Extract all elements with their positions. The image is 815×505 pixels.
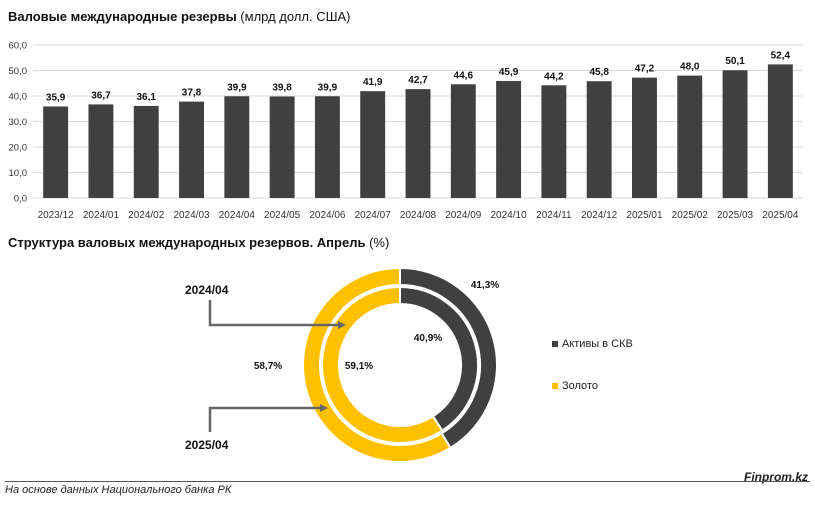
bar bbox=[269, 96, 295, 198]
legend-swatch-gold bbox=[552, 383, 558, 389]
x-tick-label: 2024/02 bbox=[128, 210, 165, 221]
bar bbox=[450, 84, 476, 198]
slice-value-label: 40,9% bbox=[414, 333, 442, 344]
x-tick-label: 2025/01 bbox=[626, 210, 663, 221]
x-tick-label: 2023/12 bbox=[38, 210, 75, 221]
bar bbox=[632, 77, 657, 198]
callout-arrow-inner bbox=[320, 404, 328, 412]
brand-logo-text: Finprom.kz bbox=[743, 470, 808, 484]
callout-line-outer bbox=[208, 300, 340, 327]
x-tick-label: 2024/09 bbox=[445, 210, 482, 221]
bar bbox=[767, 64, 793, 198]
x-tick-label: 2024/03 bbox=[173, 210, 210, 221]
bar-value-label: 45,8 bbox=[589, 67, 609, 78]
bar-value-label: 36,1 bbox=[137, 92, 157, 103]
bar bbox=[677, 75, 703, 198]
legend-label-fx: Активы в СКВ bbox=[562, 338, 633, 350]
bar-value-label: 44,2 bbox=[544, 71, 564, 82]
bar bbox=[88, 104, 114, 198]
slice-value-label: 41,3% bbox=[471, 280, 499, 291]
bar-chart-title: Валовые международные резервы (млрд долл… bbox=[8, 9, 351, 24]
slice-value-label: 59,1% bbox=[345, 361, 373, 372]
bar bbox=[496, 80, 522, 198]
bar-value-label: 41,9 bbox=[363, 77, 383, 88]
y-tick-label: 30,0 bbox=[9, 117, 28, 128]
donut-chart-title-unit: (%) bbox=[365, 235, 390, 250]
bar bbox=[133, 105, 159, 198]
bar-chart-title-unit: (млрд долл. США) bbox=[236, 9, 351, 24]
x-tick-label: 2024/04 bbox=[219, 210, 256, 221]
y-tick-label: 0,0 bbox=[14, 194, 27, 205]
y-tick-label: 60,0 bbox=[9, 41, 28, 52]
bar-value-label: 39,9 bbox=[227, 82, 247, 93]
bar bbox=[586, 81, 612, 198]
y-tick-label: 40,0 bbox=[9, 92, 28, 103]
legend-swatch-fx bbox=[552, 341, 558, 347]
x-tick-label: 2024/08 bbox=[400, 210, 437, 221]
callout-label-outer: 2024/04 bbox=[185, 283, 229, 297]
x-tick-label: 2025/02 bbox=[672, 210, 709, 221]
bar-value-label: 39,9 bbox=[318, 82, 338, 93]
bar bbox=[314, 96, 340, 198]
bar bbox=[541, 85, 567, 198]
callout-label-inner: 2025/04 bbox=[185, 438, 229, 452]
bar-value-label: 44,6 bbox=[454, 70, 474, 81]
x-tick-label: 2024/07 bbox=[355, 210, 392, 221]
bar bbox=[179, 101, 204, 198]
x-tick-label: 2025/04 bbox=[762, 210, 799, 221]
x-tick-label: 2024/05 bbox=[264, 210, 301, 221]
callout-line-inner bbox=[208, 406, 322, 432]
legend-item-fx: Активы в СКВ bbox=[552, 338, 633, 350]
bar-value-label: 45,9 bbox=[499, 67, 519, 78]
bar-value-label: 39,8 bbox=[272, 83, 292, 94]
y-tick-label: 10,0 bbox=[9, 168, 28, 179]
bar-value-label: 37,8 bbox=[182, 88, 202, 99]
legend-label-gold: Золото bbox=[562, 380, 598, 392]
x-tick-label: 2024/06 bbox=[309, 210, 346, 221]
legend-item-gold: Золото bbox=[552, 380, 598, 392]
bar bbox=[43, 106, 69, 198]
y-tick-label: 20,0 bbox=[9, 143, 28, 154]
source-note: На основе данных Национального банка РК bbox=[5, 484, 232, 496]
donut-chart-title: Структура валовых международных резервов… bbox=[8, 235, 389, 250]
x-tick-label: 2024/11 bbox=[536, 210, 572, 221]
bar-value-label: 50,1 bbox=[725, 56, 745, 67]
outer-ring-slice-gold bbox=[302, 266, 452, 463]
bar-value-label: 42,7 bbox=[408, 75, 428, 86]
bar bbox=[224, 96, 250, 198]
bar-value-label: 52,4 bbox=[771, 50, 791, 61]
x-tick-label: 2024/10 bbox=[491, 210, 528, 221]
bar bbox=[722, 70, 748, 198]
callout-arrow-outer bbox=[338, 321, 346, 329]
slice-value-label: 58,7% bbox=[254, 361, 282, 372]
y-tick-label: 50,0 bbox=[9, 66, 28, 77]
x-tick-label: 2024/01 bbox=[83, 210, 120, 221]
bar-value-label: 47,2 bbox=[635, 64, 655, 75]
bar bbox=[405, 89, 431, 198]
bar-value-label: 36,7 bbox=[91, 90, 111, 101]
footer-divider bbox=[5, 481, 810, 482]
bar-value-label: 48,0 bbox=[680, 62, 700, 73]
bar bbox=[360, 91, 386, 198]
bar-value-label: 35,9 bbox=[46, 92, 66, 103]
inner-ring-slice-gold bbox=[321, 285, 444, 444]
x-tick-label: 2024/12 bbox=[581, 210, 618, 221]
x-tick-label: 2025/03 bbox=[717, 210, 754, 221]
bar-chart-title-bold: Валовые международные резервы bbox=[8, 9, 237, 24]
donut-chart-title-bold: Структура валовых международных резервов… bbox=[8, 235, 366, 250]
